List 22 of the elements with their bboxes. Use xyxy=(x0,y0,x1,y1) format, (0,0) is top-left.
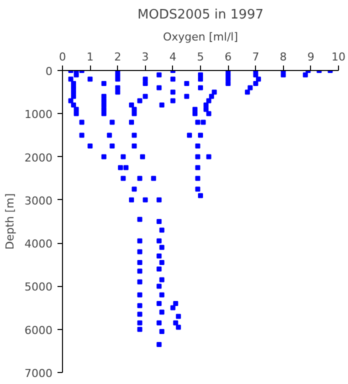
x-tick-label: 7 xyxy=(252,50,260,64)
x-tick-label: 4 xyxy=(169,50,176,64)
y-tick-label: 6000 xyxy=(24,324,53,337)
y-tick-label: 4000 xyxy=(24,238,53,251)
x-tick-label: 9 xyxy=(307,50,314,64)
x-tick-label: 8 xyxy=(280,50,287,64)
y-tick-label: 3000 xyxy=(24,194,53,208)
y-tick-label: 5000 xyxy=(24,280,53,294)
y-tick-label: 7000 xyxy=(24,367,53,380)
y-axis-title: Depth [m] xyxy=(4,193,17,250)
x-tick-label: 10 xyxy=(332,50,346,64)
x-tick-label: 5 xyxy=(197,50,204,64)
y-tick-label: 0 xyxy=(46,65,52,78)
x-tick-label: 2 xyxy=(114,50,122,64)
y-tick-label: 2000 xyxy=(24,151,53,164)
chart-title: MODS2005 in 1997 xyxy=(138,8,264,22)
y-tick-label: 1000 xyxy=(24,108,53,122)
x-tick-label: 1 xyxy=(86,50,94,64)
x-tick-label: 6 xyxy=(224,50,232,64)
x-tick-label: 0 xyxy=(59,50,66,64)
x-axis-title: Oxygen [ml/l] xyxy=(162,30,238,44)
x-tick-label: 3 xyxy=(142,50,149,64)
